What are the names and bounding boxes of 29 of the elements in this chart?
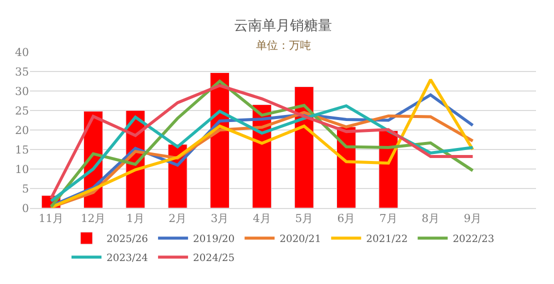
x-tick-label: 9月 (464, 212, 482, 226)
legend-label: 2022/23 (452, 234, 494, 245)
x-tick-label: 4月 (252, 212, 271, 226)
legend-label: 2025/26 (106, 234, 148, 245)
y-tick-label: 20 (15, 124, 29, 137)
x-tick-label: 12月 (80, 212, 106, 226)
x-tick-label: 7月 (379, 212, 398, 226)
x-tick-label: 11月 (38, 212, 64, 226)
y-tick-label: 30 (15, 84, 29, 98)
legend-label: 2021/22 (366, 234, 408, 245)
x-tick-label: 8月 (422, 212, 440, 226)
y-tick-label: 35 (15, 65, 29, 78)
y-tick-label: 0 (22, 202, 29, 215)
chart-title: 云南单月销糖量 (234, 18, 332, 34)
x-tick-label: 6月 (337, 212, 356, 226)
y-tick-label: 25 (15, 104, 29, 118)
legend-label: 2024/25 (193, 253, 235, 264)
y-tick-label: 40 (15, 46, 29, 59)
legend-label: 2020/21 (280, 234, 322, 245)
x-tick-label: 2月 (168, 212, 187, 226)
chart-subtitle: 单位：万吨 (256, 39, 311, 52)
legend-label: 2019/20 (193, 234, 235, 245)
legend-label: 2023/24 (106, 253, 148, 264)
x-tick-label: 1月 (126, 212, 144, 226)
y-tick-label: 10 (15, 162, 29, 176)
x-tick-label: 5月 (295, 212, 314, 226)
y-tick-label: 5 (22, 182, 29, 196)
y-tick-label: 15 (15, 143, 29, 156)
x-tick-label: 3月 (210, 212, 229, 226)
